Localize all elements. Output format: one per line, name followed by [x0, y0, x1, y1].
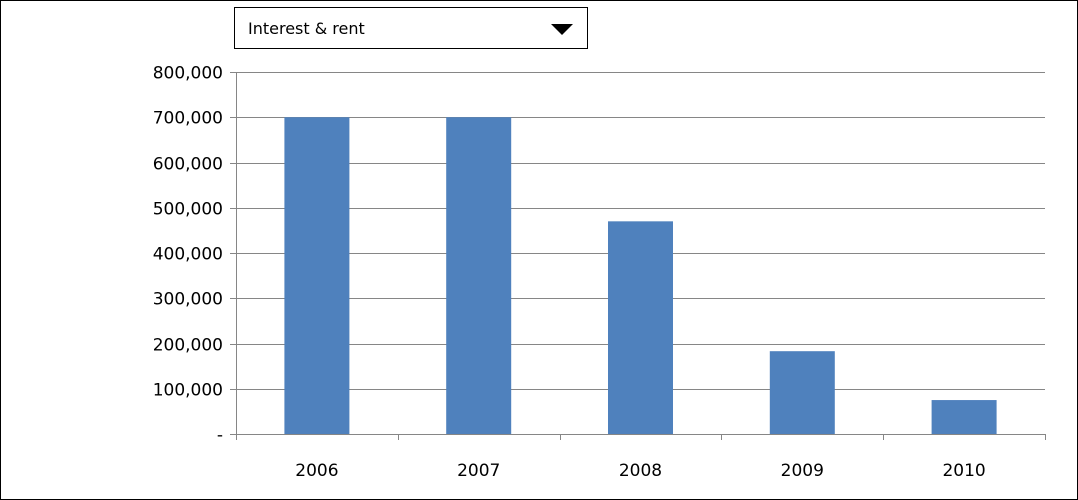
bar [931, 400, 997, 434]
x-tick-label: 2008 [619, 461, 662, 481]
y-tick-label: 400,000 [153, 245, 223, 265]
y-tick-label: - [217, 426, 223, 446]
y-tick-label: 300,000 [153, 290, 223, 310]
bars [284, 117, 997, 434]
y-tick-label: 800,000 [153, 64, 223, 84]
y-tick-label: 700,000 [153, 109, 223, 129]
axis-labels: - 100,000 200,000 300,000 400,000 500,000 600,… [153, 64, 986, 482]
bar [769, 351, 835, 434]
x-tick-label: 2010 [942, 461, 985, 481]
y-tick-label: 100,000 [153, 381, 223, 401]
y-tick-label: 200,000 [153, 336, 223, 356]
bar [608, 221, 673, 434]
y-tick-label: 600,000 [153, 155, 223, 175]
chevron-down-icon[interactable] [551, 24, 573, 35]
axes [230, 72, 1046, 440]
x-tick-label: 2007 [457, 461, 500, 481]
x-tick-label: 2006 [295, 461, 338, 481]
y-tick-label: 500,000 [153, 200, 223, 220]
bar [284, 117, 350, 434]
category-dropdown[interactable]: Interest & rent [234, 7, 588, 49]
x-tick-label: 2009 [781, 461, 824, 481]
bar [446, 117, 512, 434]
dropdown-selected-value: Interest & rent [248, 19, 365, 38]
